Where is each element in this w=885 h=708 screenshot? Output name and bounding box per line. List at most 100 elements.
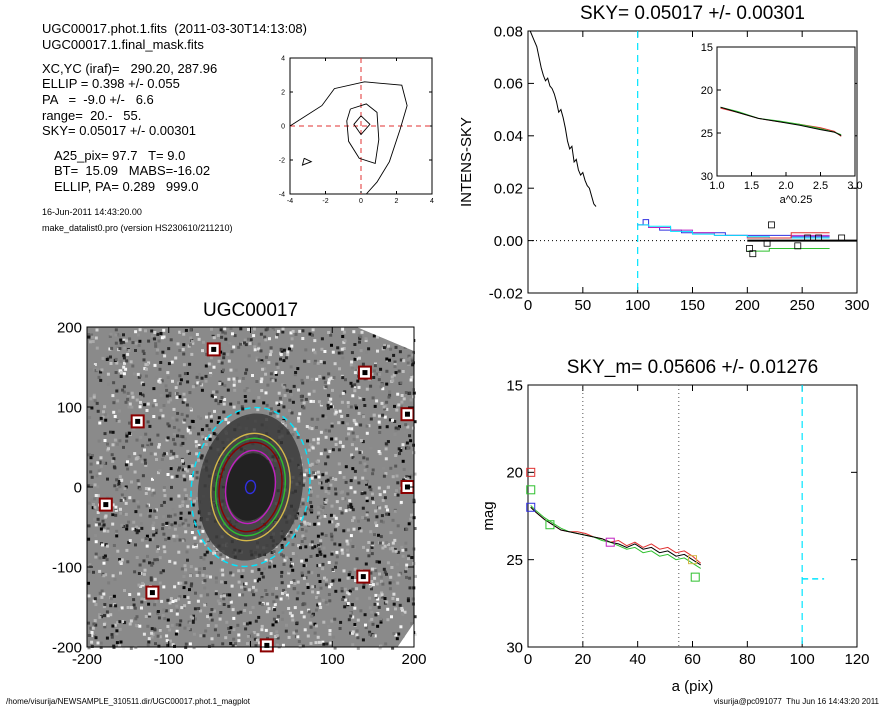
image-pixel	[184, 581, 188, 585]
sky-line: SKY= 0.05017 +/- 0.00301	[42, 123, 196, 138]
image-pixel	[159, 571, 163, 575]
image-pixel	[188, 642, 192, 646]
image-pixel	[342, 529, 346, 533]
image-pixel	[166, 598, 170, 602]
image-pixel	[229, 571, 233, 575]
image-pixel	[351, 615, 355, 619]
image-pixel	[370, 633, 373, 637]
image-pixel	[400, 400, 404, 404]
image-pixel	[402, 397, 406, 401]
image-pixel	[409, 378, 413, 382]
image-pixel	[377, 414, 381, 418]
image-pixel	[331, 550, 335, 554]
image-pixel	[199, 456, 203, 460]
image-pixel	[349, 479, 353, 483]
image-pixel	[248, 561, 252, 565]
image-pixel	[237, 345, 241, 349]
image-pixel	[391, 646, 395, 650]
image-pixel	[240, 405, 244, 409]
image-pixel	[103, 432, 107, 436]
image-pixel	[255, 358, 259, 362]
image-pixel	[205, 352, 209, 356]
image-pixel	[94, 361, 98, 365]
image-pixel	[403, 610, 407, 614]
image-pixel	[125, 527, 129, 531]
image-pixel	[304, 397, 308, 401]
image-pixel	[282, 385, 286, 389]
image-pixel	[316, 441, 320, 445]
sky-profile-series-2	[637, 224, 830, 239]
image-pixel	[145, 544, 149, 548]
image-pixel	[319, 539, 323, 543]
image-pixel	[184, 328, 188, 332]
image-pixel	[238, 379, 242, 383]
mag_profile-xtick-label: 20	[574, 651, 591, 668]
image-pixel	[408, 356, 412, 360]
image-pixel	[187, 465, 191, 469]
image-pixel	[397, 447, 401, 451]
image-pixel	[310, 490, 313, 494]
image-pixel	[310, 417, 314, 421]
image-pixel	[323, 497, 327, 501]
image-pixel	[198, 567, 202, 571]
image-pixel	[227, 604, 231, 608]
image-pixel	[197, 458, 200, 462]
image-pixel	[393, 548, 397, 552]
image-pixel	[250, 342, 254, 346]
image-pixel	[323, 448, 327, 452]
image-pixel	[105, 358, 109, 361]
image-pixel	[218, 602, 222, 606]
image-pixel	[119, 338, 123, 342]
image-pixel	[385, 512, 389, 516]
image-pixel	[137, 572, 141, 575]
image-pixel	[282, 588, 286, 592]
image-pixel	[244, 343, 248, 347]
image-pixel	[302, 564, 306, 568]
image-pixel	[389, 347, 393, 351]
image-pixel	[317, 640, 321, 644]
image-pixel	[207, 644, 211, 648]
image-pixel	[132, 603, 136, 607]
image-pixel	[118, 620, 122, 624]
image-pixel	[140, 526, 144, 530]
image-pixel	[260, 571, 264, 575]
contour-level-0	[289, 81, 408, 195]
image-pixel	[379, 367, 383, 371]
image-pixel	[92, 622, 96, 626]
image-pixel	[327, 486, 331, 490]
image-pixel	[381, 595, 385, 599]
image-pixel	[370, 587, 373, 591]
image-ytick-label: 0	[74, 479, 82, 496]
image-pixel	[135, 438, 139, 442]
image-pixel	[128, 431, 132, 435]
image-pixel	[358, 340, 361, 344]
image-pixel	[341, 391, 345, 395]
image-pixel	[340, 589, 344, 593]
image-pixel	[138, 563, 142, 567]
image-pixel	[220, 335, 224, 339]
image-pixel	[215, 547, 219, 551]
image-pixel	[210, 608, 214, 611]
image-pixel	[364, 562, 368, 566]
image-pixel	[137, 505, 141, 509]
image-pixel	[171, 456, 175, 460]
image-pixel	[183, 564, 187, 568]
image-pixel	[110, 633, 114, 637]
image-pixel	[96, 461, 100, 465]
image-pixel	[107, 447, 110, 451]
image-pixel	[380, 591, 384, 595]
image-pixel	[321, 414, 325, 418]
image-pixel	[316, 505, 320, 509]
image-pixel	[287, 558, 290, 562]
image-pixel	[111, 513, 115, 517]
image-pixel	[150, 442, 154, 446]
image-pixel	[102, 622, 106, 626]
image-pixel	[325, 479, 328, 483]
image-pixel	[122, 390, 126, 394]
image-pixel	[130, 405, 134, 409]
image-pixel	[220, 580, 223, 584]
image-pixel	[306, 634, 310, 638]
image-pixel	[189, 336, 193, 340]
image-pixel	[115, 641, 119, 645]
